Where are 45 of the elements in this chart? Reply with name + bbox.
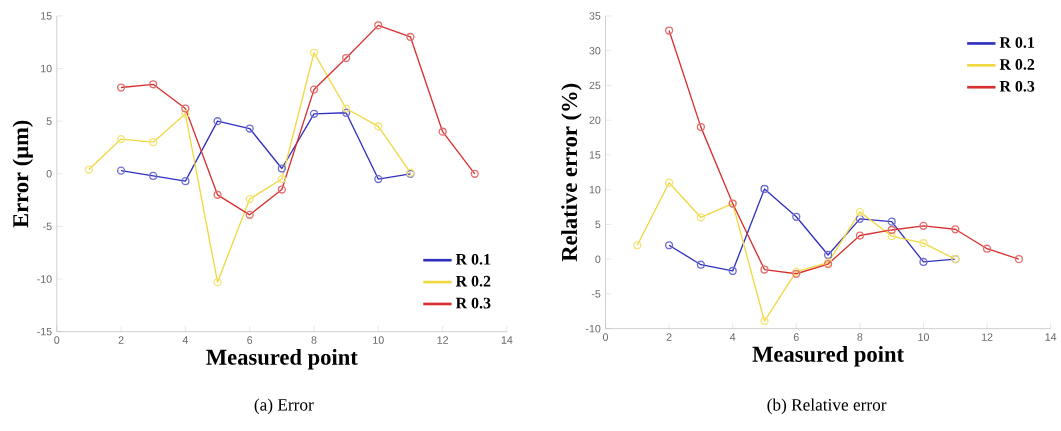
legend-label: R 0.1: [455, 253, 491, 265]
y-tick-label: 10: [589, 185, 601, 194]
x-tick-label: 0: [54, 336, 60, 344]
x-axis-title: Measured point: [752, 345, 904, 367]
y-tick-label: 20: [589, 116, 601, 124]
x-tick-label: 10: [918, 333, 929, 341]
x-tick-label: 4: [182, 336, 189, 344]
x-tick-label: 8: [311, 336, 317, 344]
x-tick-label: 2: [666, 333, 672, 341]
y-tick-label: -10: [37, 275, 52, 283]
legend-label: R 0.2: [999, 58, 1035, 70]
x-tick-label: 0: [602, 333, 609, 341]
y-tick-label: 0: [595, 255, 601, 263]
y-tick-label: 15: [589, 151, 601, 159]
legend-label: R 0.1: [999, 37, 1035, 48]
y-tick-label: 5: [595, 220, 601, 228]
legend-label: R 0.3: [455, 297, 491, 309]
text: (a) Error: [254, 398, 314, 415]
y-axis-title: Error (μm): [12, 120, 33, 228]
y-tick-label: 0: [46, 169, 52, 178]
legend-label: R 0.3: [999, 80, 1035, 92]
x-tick-label: 2: [118, 336, 124, 344]
y-tick-label: 35: [589, 12, 601, 20]
y-tick-label: 30: [589, 46, 601, 55]
x-tick-label: 8: [857, 333, 863, 341]
y-tick-label: -5: [591, 290, 601, 298]
y-axis-title: Relative error (%): [561, 83, 582, 262]
x-tick-label: 14: [501, 336, 513, 344]
x-tick-label: 10: [373, 336, 384, 344]
legend-label: R 0.2: [455, 275, 491, 287]
x-tick-label: 4: [729, 333, 736, 341]
y-tick-label: -5: [43, 222, 52, 230]
y-tick-label: 5: [46, 117, 52, 125]
text: (b) Relative error: [767, 398, 887, 415]
x-tick-label: 12: [981, 333, 993, 341]
y-tick-label: 15: [41, 12, 52, 20]
y-tick-label: 25: [589, 81, 601, 90]
x-tick-label: 6: [793, 333, 799, 341]
y-tick-label: -15: [37, 327, 52, 336]
x-tick-label: 6: [247, 336, 253, 344]
y-tick-label: -10: [585, 324, 601, 333]
x-tick-label: 12: [437, 336, 448, 344]
x-tick-label: 14: [1045, 333, 1057, 341]
x-axis-title: Measured point: [206, 348, 358, 370]
y-tick-label: 10: [41, 64, 52, 73]
